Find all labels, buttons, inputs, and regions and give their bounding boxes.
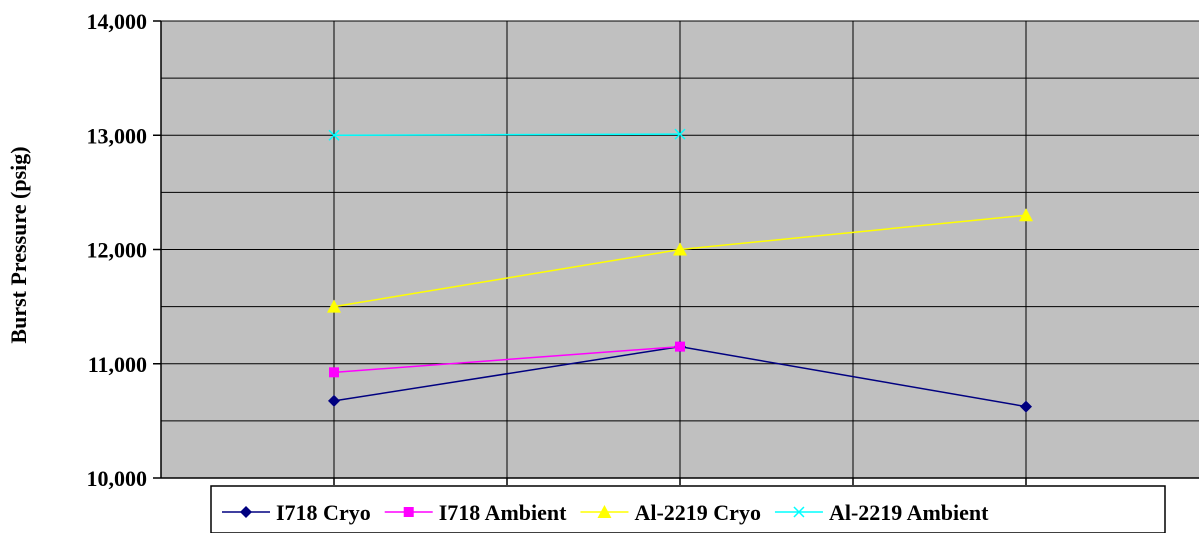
data-point <box>675 341 685 352</box>
legend-label: Al-2219 Cryo <box>634 500 760 525</box>
grid-layer <box>161 20 1199 479</box>
legend-label: I718 Ambient <box>439 500 567 525</box>
series-layer <box>327 128 1033 413</box>
legend-box <box>210 485 1166 533</box>
marker-stroke <box>674 128 686 140</box>
y-tick-label: 10,000 <box>87 466 148 491</box>
marker-stroke <box>793 506 805 518</box>
marker-stroke <box>328 129 340 141</box>
legend-item: Al-2219 Ambient <box>774 500 989 525</box>
y-axis-label: Burst Pressure (psig) <box>6 146 31 343</box>
legend: I718 Cryo I718 Ambient Al-2219 Cryo Al-2219… <box>210 485 1166 533</box>
data-point <box>673 242 687 256</box>
legend-label: I718 Cryo <box>276 500 371 525</box>
legend-item: Al-2219 Cryo <box>580 500 761 525</box>
legend-marker <box>793 506 805 518</box>
data-point <box>1019 208 1033 222</box>
y-tick-label: 12,000 <box>87 238 148 263</box>
data-point <box>328 129 340 141</box>
data-point <box>329 367 339 378</box>
legend-marker <box>403 507 414 517</box>
legend-label: Al-2219 Ambient <box>829 500 989 525</box>
data-point <box>674 128 686 140</box>
y-tick-label: 11,000 <box>88 352 147 377</box>
data-point <box>327 299 341 313</box>
series-al-2219-cryo <box>327 208 1033 313</box>
y-tick-label: 13,000 <box>87 123 148 148</box>
series-line <box>333 345 681 374</box>
data-point <box>1020 400 1032 413</box>
axis-layer: 10,000 11,000 12,000 13,000 14,000 <box>87 9 1199 491</box>
legend-item: I718 Cryo <box>222 500 371 525</box>
y-tick-label: 14,000 <box>87 9 148 34</box>
series-line <box>333 133 681 136</box>
data-point <box>328 394 340 407</box>
legend-item: I718 Ambient <box>384 500 567 525</box>
series-i718-ambient <box>329 341 685 378</box>
legend-marker <box>597 505 612 518</box>
series-al-2219-ambient <box>328 128 686 141</box>
legend-marker <box>240 506 252 518</box>
